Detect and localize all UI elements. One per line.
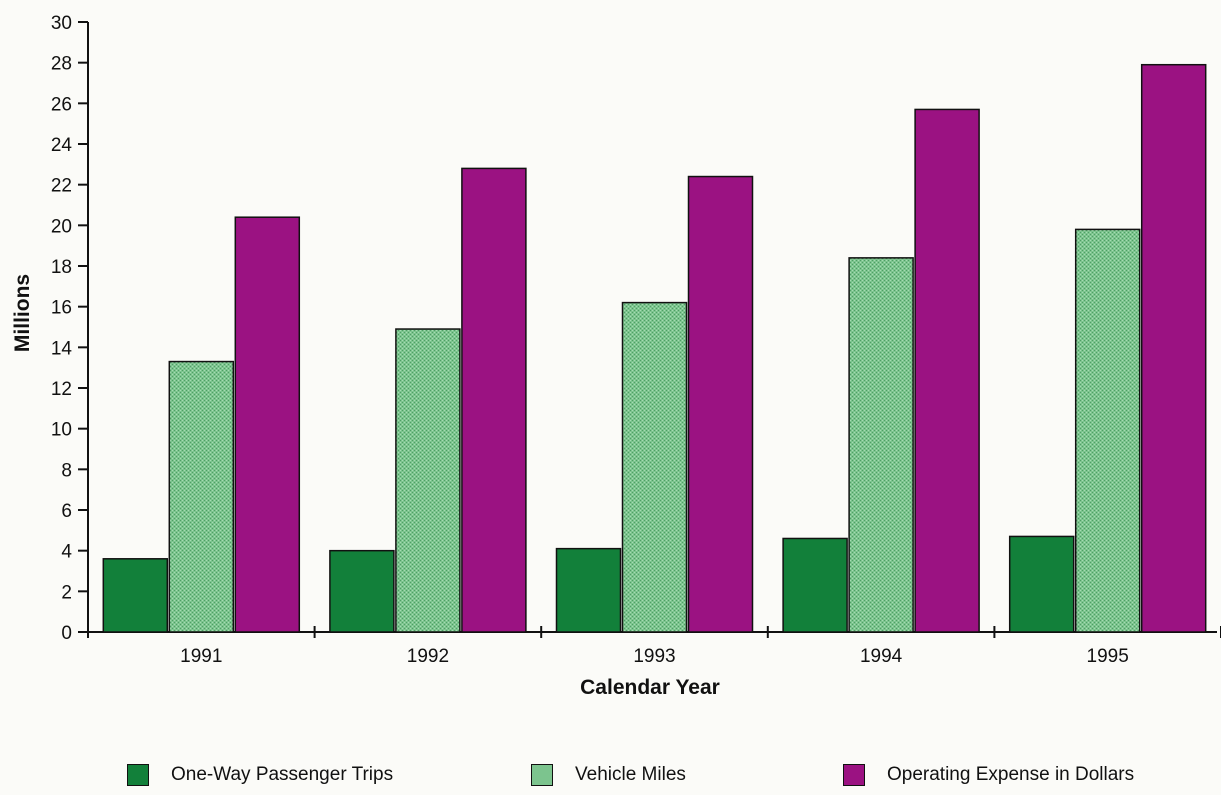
y-tick-label: 20 — [51, 216, 72, 237]
bar-trips-1994 — [782, 537, 848, 633]
y-tick-label: 24 — [51, 135, 73, 156]
bar-operating-expense-1993 — [687, 175, 754, 633]
y-tick-label: 6 — [61, 501, 72, 522]
bar-operating-expense-1994 — [914, 108, 980, 633]
y-tick-label: 10 — [51, 420, 72, 441]
y-tick-label: 30 — [51, 13, 72, 34]
legend-item-operating-expense: Operating Expense in Dollars — [843, 764, 1134, 786]
bar-trips-1995 — [1008, 535, 1075, 633]
legend-swatch-trips — [127, 764, 149, 786]
y-tick-label: 2 — [61, 582, 72, 603]
legend-swatch-vehicle-miles — [531, 764, 553, 786]
y-tick-label: 22 — [51, 176, 72, 197]
y-tick-label: 12 — [51, 379, 72, 400]
x-axis-title: Calendar Year — [580, 676, 720, 699]
x-tick-label: 1993 — [633, 646, 675, 667]
bar-vehicle-miles-1995 — [1074, 228, 1141, 633]
legend-label-trips: One-Way Passenger Trips — [171, 764, 394, 785]
legend-swatch-operating-expense — [843, 764, 865, 786]
bar-operating-expense-1995 — [1140, 63, 1207, 633]
y-tick-label: 8 — [61, 460, 72, 481]
y-tick-label: 14 — [51, 338, 73, 359]
bar-vehicle-miles-1993 — [621, 301, 688, 633]
legend: One-Way Passenger Trips Vehicle Miles Op… — [0, 764, 1221, 794]
bar-trips-1991 — [102, 558, 169, 633]
bar-trips-1993 — [555, 547, 622, 633]
y-tick-label: 4 — [61, 542, 72, 563]
bar-trips-1992 — [329, 549, 395, 633]
y-axis-title: Millions — [11, 274, 34, 352]
bar-operating-expense-1991 — [234, 216, 301, 633]
legend-item-vehicle-miles: Vehicle Miles — [531, 764, 686, 786]
y-tick-label: 28 — [51, 54, 72, 75]
bar-vehicle-miles-1991 — [168, 360, 235, 633]
x-tick-label: 1991 — [180, 646, 222, 667]
x-tick-label: 1994 — [860, 646, 903, 667]
x-tick-label: 1995 — [1087, 646, 1129, 667]
y-tick-label: 18 — [51, 257, 72, 278]
bar-operating-expense-1992 — [461, 167, 527, 633]
bar-vehicle-miles-1994 — [848, 257, 914, 633]
y-tick-label: 0 — [61, 623, 72, 644]
legend-label-vehicle-miles: Vehicle Miles — [575, 764, 686, 785]
x-tick-label: 1992 — [407, 646, 449, 667]
bar-vehicle-miles-1992 — [395, 328, 461, 633]
y-tick-label: 16 — [51, 298, 72, 319]
y-tick-label: 26 — [51, 94, 72, 115]
legend-item-trips: One-Way Passenger Trips — [127, 764, 393, 786]
bars — [102, 63, 1207, 633]
legend-label-operating-expense: Operating Expense in Dollars — [887, 764, 1135, 785]
